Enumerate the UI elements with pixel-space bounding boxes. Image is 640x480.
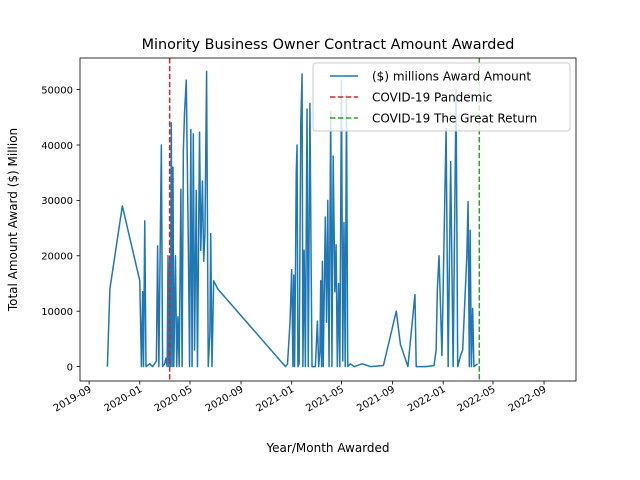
- y-tick-label: 10000: [41, 307, 73, 318]
- plot-area: [106, 58, 481, 381]
- y-tick-label: 40000: [41, 141, 73, 152]
- legend: ($) millions Award Amount COVID-19 Pande…: [312, 62, 571, 132]
- y-tick-label: 20000: [41, 252, 73, 263]
- y-tick-label: 30000: [41, 196, 73, 207]
- y-axis-ticks: 0 10000 20000 30000 40000 50000: [41, 85, 80, 373]
- x-axis-label: Year/Month Awarded: [265, 441, 389, 455]
- legend-label-great-return: COVID-19 The Great Return: [372, 112, 537, 126]
- y-tick-label: 0: [67, 362, 73, 373]
- y-axis-label: Total Amount Award ($) Million: [6, 128, 20, 312]
- chart-title: Minority Business Owner Contract Amount …: [142, 37, 515, 53]
- legend-label-pandemic: COVID-19 Pandemic: [372, 91, 492, 105]
- series-line: [106, 70, 479, 368]
- plot-frame: [79, 57, 577, 382]
- legend-box: [312, 62, 571, 132]
- y-tick-label: 50000: [41, 85, 73, 96]
- legend-label-series: ($) millions Award Amount: [372, 70, 531, 84]
